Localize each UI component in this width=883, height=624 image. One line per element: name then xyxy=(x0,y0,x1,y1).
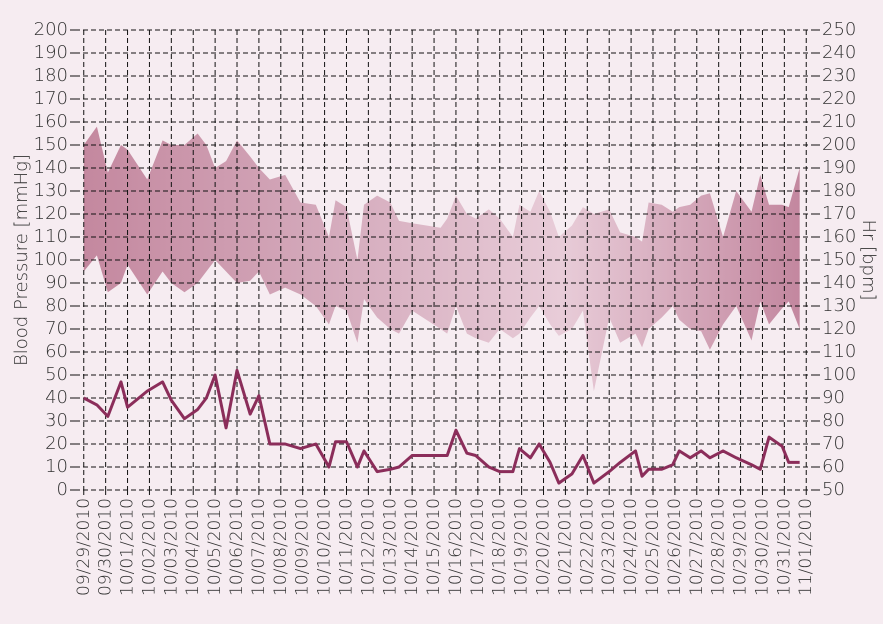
y-tick-label: 190 xyxy=(34,42,68,63)
y2-tick-label: 120 xyxy=(822,318,856,339)
x-tick-label: 10/21/2010 xyxy=(555,498,575,596)
x-tick-label: 10/20/2010 xyxy=(534,498,554,596)
y-tick-label: 200 xyxy=(34,19,68,40)
y2-tick-label: 130 xyxy=(822,295,856,316)
y-tick-label: 10 xyxy=(45,456,68,477)
y2-tick-label: 210 xyxy=(822,111,856,132)
x-tick-label: 10/01/2010 xyxy=(118,498,138,596)
x-tick-label: 11/01/2010 xyxy=(796,498,816,596)
y-tick-label: 60 xyxy=(45,341,68,362)
x-tick-label: 10/10/2010 xyxy=(315,498,335,596)
x-tick-label: 09/30/2010 xyxy=(96,498,116,596)
y-tick-label: 30 xyxy=(45,410,68,431)
y2-tick-label: 110 xyxy=(822,341,856,362)
y-tick-label: 180 xyxy=(34,65,68,86)
x-tick-label: 10/16/2010 xyxy=(446,498,466,596)
x-tick-label: 10/11/2010 xyxy=(336,498,356,596)
y2-tick-label: 190 xyxy=(822,157,856,178)
x-tick-label: 10/26/2010 xyxy=(665,498,685,596)
y-tick-label: 50 xyxy=(45,364,68,385)
x-tick-label: 10/23/2010 xyxy=(599,498,619,596)
y2-axis-label: Hr [bpm] xyxy=(858,219,879,300)
y2-tick-label: 170 xyxy=(822,203,856,224)
x-tick-label: 10/30/2010 xyxy=(752,498,772,596)
x-tick-label: 10/17/2010 xyxy=(468,498,488,596)
x-tick-label: 10/12/2010 xyxy=(358,498,378,596)
x-tick-label: 10/04/2010 xyxy=(183,498,203,596)
x-tick-label: 10/31/2010 xyxy=(774,498,794,596)
y-tick-label: 80 xyxy=(45,295,68,316)
y2-tick-label: 230 xyxy=(822,65,856,86)
y2-tick-label: 140 xyxy=(822,272,856,293)
y-tick-label: 100 xyxy=(34,249,68,270)
y2-tick-label: 50 xyxy=(822,479,845,500)
y2-tick-label: 70 xyxy=(822,433,845,454)
x-tick-label: 10/28/2010 xyxy=(709,498,729,596)
y2-tick-label: 60 xyxy=(822,456,845,477)
y2-tick-label: 220 xyxy=(822,88,856,109)
pressure-band xyxy=(83,126,800,392)
y-tick-label: 90 xyxy=(45,272,68,293)
x-tick-label: 10/07/2010 xyxy=(249,498,269,596)
y2-tick-label: 250 xyxy=(822,19,856,40)
x-tick-label: 10/18/2010 xyxy=(490,498,510,596)
x-tick-label: 10/13/2010 xyxy=(380,498,400,596)
y-tick-label: 40 xyxy=(45,387,68,408)
x-tick-label: 10/15/2010 xyxy=(424,498,444,596)
y2-tick-label: 100 xyxy=(822,364,856,385)
y-tick-label: 140 xyxy=(34,157,68,178)
x-tick-label: 10/09/2010 xyxy=(293,498,313,596)
y-tick-label: 150 xyxy=(34,134,68,155)
x-tick-label: 10/02/2010 xyxy=(139,498,159,596)
x-tick-label: 10/06/2010 xyxy=(227,498,247,596)
x-tick-label: 09/29/2010 xyxy=(74,498,94,596)
x-tick-label: 10/03/2010 xyxy=(161,498,181,596)
x-tick-label: 10/14/2010 xyxy=(402,498,422,596)
x-tick-label: 10/22/2010 xyxy=(577,498,597,596)
y-tick-label: 130 xyxy=(34,180,68,201)
y-tick-label: 20 xyxy=(45,433,68,454)
y2-tick-label: 80 xyxy=(822,410,845,431)
y2-tick-label: 150 xyxy=(822,249,856,270)
x-tick-label: 10/24/2010 xyxy=(621,498,641,596)
y-axis-label: Blood Pressure [mmHg] xyxy=(11,154,32,366)
x-tick-label: 10/08/2010 xyxy=(271,498,291,596)
y-tick-label: 110 xyxy=(34,226,68,247)
y-tick-label: 160 xyxy=(34,111,68,132)
y-tick-label: 120 xyxy=(34,203,68,224)
y2-tick-label: 180 xyxy=(822,180,856,201)
heart-rate-line xyxy=(83,368,800,485)
x-tick-label: 10/29/2010 xyxy=(731,498,751,596)
x-tick-label: 10/25/2010 xyxy=(643,498,663,596)
x-tick-label: 10/27/2010 xyxy=(687,498,707,596)
y2-tick-label: 160 xyxy=(822,226,856,247)
y-tick-label: 70 xyxy=(45,318,68,339)
x-tick-label: 10/19/2010 xyxy=(512,498,532,596)
y2-tick-label: 200 xyxy=(822,134,856,155)
y2-tick-label: 90 xyxy=(822,387,845,408)
y-tick-label: 170 xyxy=(34,88,68,109)
y2-tick-label: 240 xyxy=(822,42,856,63)
y-tick-label: 0 xyxy=(57,479,68,500)
x-tick-label: 10/05/2010 xyxy=(205,498,225,596)
